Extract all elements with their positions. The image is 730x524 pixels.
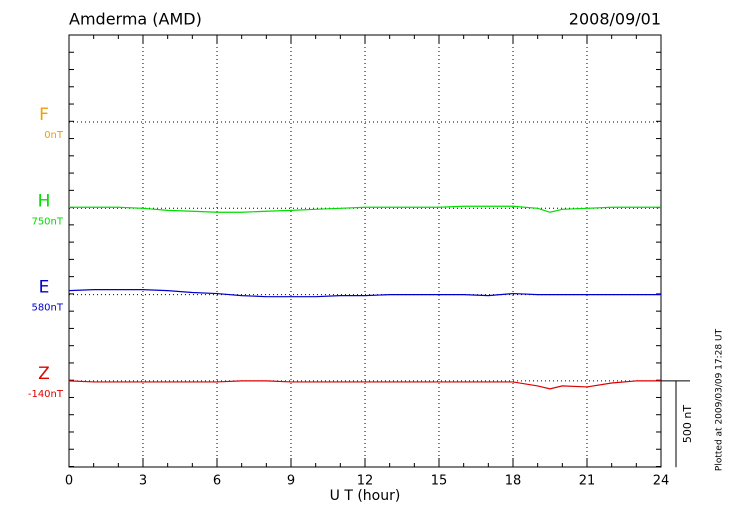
baseline-label: 580nT [31, 303, 63, 314]
x-tick-label: 21 [579, 474, 596, 489]
series-name: F [39, 105, 49, 125]
baseline-label: -140nT [28, 389, 64, 400]
series-name: H [38, 191, 51, 211]
scale-bar-label: 500 nT [681, 405, 694, 443]
plot-note: Plotted at 2009/03/09 17:28 UT [715, 328, 725, 471]
chart-title: Amderma (AMD) [69, 10, 202, 29]
trace [69, 205, 661, 213]
x-tick-label: 0 [65, 474, 73, 489]
x-tick-label: 24 [653, 474, 670, 489]
x-tick-label: 18 [505, 474, 522, 489]
series-name: E [39, 278, 50, 298]
x-axis-label: U T (hour) [330, 488, 401, 504]
baseline-label: 750nT [31, 216, 63, 227]
series-name: Z [38, 364, 50, 384]
x-tick-label: 9 [287, 474, 295, 489]
baseline-label: 0nT [44, 130, 64, 141]
x-tick-label: 6 [213, 474, 221, 489]
x-tick-label: 15 [431, 474, 448, 489]
trace [68, 380, 661, 390]
chart-date: 2008/09/01 [569, 10, 661, 29]
x-tick-label: 3 [139, 474, 147, 489]
trace [68, 288, 661, 298]
x-tick-label: 12 [357, 474, 374, 489]
